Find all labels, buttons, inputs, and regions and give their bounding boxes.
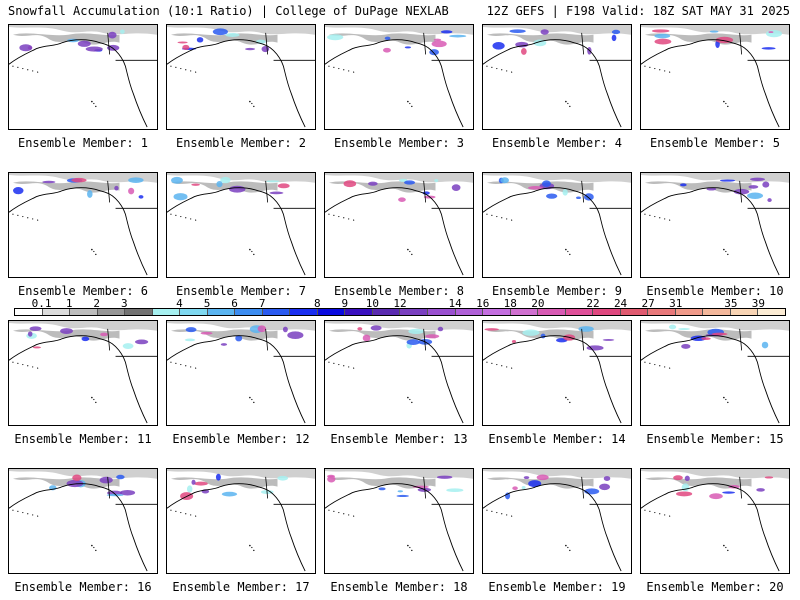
colorbar-swatch xyxy=(15,309,43,315)
map-title: Snowfall Accumulation (10:1 Ratio) | Col… xyxy=(8,4,449,18)
colorbar-swatch xyxy=(262,309,291,315)
ensemble-member-map xyxy=(324,468,474,574)
ensemble-member-label: Ensemble Member: 1 xyxy=(17,136,149,150)
colorbar-swatch xyxy=(235,309,263,315)
valid-time: 12Z GEFS | F198 Valid: 18Z SAT MAY 31 20… xyxy=(486,4,790,18)
colorbar-tick-label: 0.1 xyxy=(31,297,52,310)
colorbar-tick-label: 14 xyxy=(448,297,462,310)
ensemble-member-map xyxy=(166,172,316,278)
colorbar-tick-label: 12 xyxy=(393,297,407,310)
ensemble-member-map xyxy=(8,24,158,130)
ensemble-member-label: Ensemble Member: 17 xyxy=(172,580,310,594)
colorbar-swatch xyxy=(125,309,153,315)
ensemble-member-label: Ensemble Member: 20 xyxy=(646,580,784,594)
colorbar-tick-label: 1 xyxy=(65,297,73,310)
colorbar-swatch xyxy=(345,309,373,315)
ensemble-member-label: Ensemble Member: 8 xyxy=(333,284,465,298)
colorbar-swatch xyxy=(400,309,428,315)
ensemble-member-label: Ensemble Member: 4 xyxy=(491,136,623,150)
ensemble-member-map xyxy=(8,468,158,574)
colorbar-swatch xyxy=(620,309,649,315)
colorbar-swatch xyxy=(290,309,318,315)
ensemble-member-label: Ensemble Member: 11 xyxy=(14,432,152,446)
ensemble-member-map xyxy=(640,468,790,574)
colorbar-tick-label: 39 xyxy=(751,297,766,310)
colorbar-tick-label: 2 xyxy=(93,297,101,310)
colorbar-swatch xyxy=(42,309,71,315)
colorbar-tick-label: 7 xyxy=(258,297,266,310)
ensemble-member-label: Ensemble Member: 7 xyxy=(175,284,307,298)
colorbar-swatch xyxy=(483,309,511,315)
colorbar-swatch xyxy=(207,309,236,315)
snowfall-colorbar xyxy=(14,308,786,316)
ensemble-member-map xyxy=(640,24,790,130)
ensemble-member-label: Ensemble Member: 16 xyxy=(14,580,152,594)
ensemble-member-map xyxy=(166,320,316,426)
colorbar-swatch xyxy=(510,309,539,315)
colorbar-tick-label: 20 xyxy=(531,297,545,310)
colorbar-swatch xyxy=(372,309,401,315)
ensemble-member-map xyxy=(482,320,632,426)
colorbar-swatch xyxy=(565,309,594,315)
colorbar-tick-label: 35 xyxy=(724,297,738,310)
ensemble-member-map xyxy=(482,172,632,278)
colorbar-swatch xyxy=(97,309,126,315)
ensemble-member-map xyxy=(8,172,158,278)
ensemble-member-map xyxy=(482,24,632,130)
ensemble-member-map xyxy=(166,24,316,130)
ensemble-member-map xyxy=(8,320,158,426)
colorbar-swatch xyxy=(455,309,484,315)
ensemble-member-label: Ensemble Member: 13 xyxy=(330,432,468,446)
colorbar-tick-label: 18 xyxy=(503,297,517,310)
colorbar-tick-label: 5 xyxy=(203,297,211,310)
ensemble-member-map xyxy=(166,468,316,574)
ensemble-member-map xyxy=(640,320,790,426)
colorbar-tick-label: 6 xyxy=(231,297,238,310)
colorbar-tick-label: 4 xyxy=(176,297,183,310)
ensemble-member-label: Ensemble Member: 15 xyxy=(646,432,784,446)
ensemble-member-map xyxy=(482,468,632,574)
ensemble-member-map xyxy=(640,172,790,278)
colorbar-tick-label: 24 xyxy=(613,297,628,310)
colorbar-tick-label: 16 xyxy=(476,297,490,310)
ensemble-member-label: Ensemble Member: 18 xyxy=(330,580,468,594)
ensemble-member-label: Ensemble Member: 5 xyxy=(649,136,781,150)
colorbar-tick-label: 27 xyxy=(641,297,655,310)
ensemble-member-label: Ensemble Member: 3 xyxy=(333,136,465,150)
colorbar-tick-label: 31 xyxy=(669,297,683,310)
ensemble-member-map xyxy=(324,24,474,130)
colorbar-tick-label: 22 xyxy=(586,297,600,310)
ensemble-member-label: Ensemble Member: 2 xyxy=(175,136,307,150)
ensemble-member-label: Ensemble Member: 12 xyxy=(172,432,310,446)
colorbar-tick-label: 8 xyxy=(313,297,321,310)
colorbar-tick-label: 3 xyxy=(120,297,128,310)
ensemble-member-label: Ensemble Member: 6 xyxy=(17,284,149,298)
colorbar-swatch xyxy=(70,309,98,315)
colorbar-tick-label: 10 xyxy=(365,297,380,310)
colorbar-swatch xyxy=(648,309,676,315)
colorbar-swatch xyxy=(152,309,181,315)
ensemble-member-label: Ensemble Member: 19 xyxy=(488,580,626,594)
ensemble-member-label: Ensemble Member: 9 xyxy=(491,284,623,298)
colorbar-swatch xyxy=(675,309,704,315)
colorbar-swatch xyxy=(730,309,759,315)
ensemble-member-label: Ensemble Member: 10 xyxy=(646,284,784,298)
ensemble-member-map xyxy=(324,172,474,278)
colorbar-swatch xyxy=(427,309,456,315)
colorbar-swatch xyxy=(758,309,785,315)
ensemble-member-label: Ensemble Member: 14 xyxy=(488,432,626,446)
colorbar-swatch xyxy=(317,309,346,315)
colorbar-swatch xyxy=(538,309,566,315)
colorbar-swatch xyxy=(180,309,208,315)
colorbar-swatch xyxy=(703,309,731,315)
ensemble-member-map xyxy=(324,320,474,426)
colorbar-swatch xyxy=(593,309,621,315)
colorbar-tick-label: 9 xyxy=(341,297,349,310)
